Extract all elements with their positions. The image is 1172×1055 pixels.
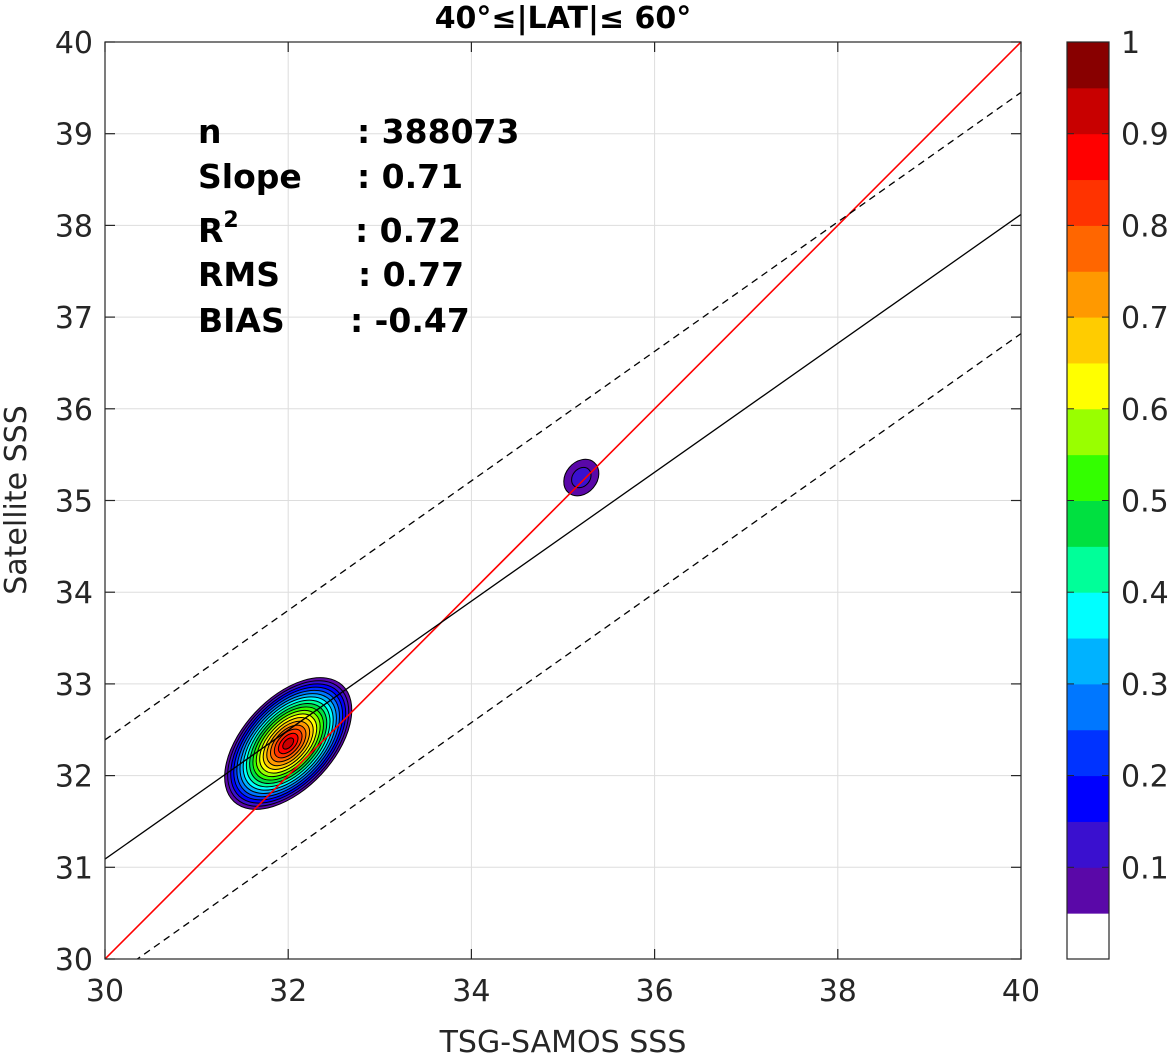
colorbar-segment: [1067, 408, 1109, 456]
colorbar-segment: [1067, 362, 1109, 410]
y-tick-label: 36: [55, 393, 93, 428]
colorbar-tick-label: 0.4: [1121, 576, 1169, 611]
chart-title: 40°≤|LAT|≤ 60°: [435, 1, 692, 36]
colorbar-tick-label: 0.5: [1121, 485, 1169, 520]
colorbar-tick-label: 0.2: [1121, 760, 1169, 795]
stat-bias-value: : -0.47: [350, 301, 470, 340]
stat-rms-value: : 0.77: [358, 255, 464, 294]
colorbar-segment: [1067, 775, 1109, 822]
stat-r2-letter: R: [198, 211, 223, 250]
y-tick-label: 32: [55, 760, 93, 795]
stat-r2-superscript: 2: [223, 208, 238, 233]
stat-n-value: : 388073: [357, 112, 519, 151]
colorbar-tick-label: 0.8: [1121, 209, 1169, 244]
colorbar-segment: [1067, 271, 1109, 318]
colorbar-segment: [1067, 821, 1109, 868]
colorbar-segment: [1067, 42, 1109, 89]
density-contours: [224, 458, 600, 810]
stat-r2-label: R2: [198, 208, 239, 250]
colorbar-segment: [1067, 133, 1109, 181]
identity-line: [105, 42, 1021, 959]
x-tick-label: 38: [819, 974, 857, 1009]
colorbar-segment: [1067, 546, 1109, 593]
reference-lines: [105, 42, 1021, 959]
colorbar-segment: [1067, 913, 1109, 960]
colorbar-segment: [1067, 592, 1109, 639]
axis-ticks: 30 32 34 36 38 40 30 31 32 33 34 35 36 37 38 39 40: [55, 26, 1040, 1009]
colorbar-segment: [1067, 867, 1109, 914]
y-tick-label: 38: [55, 209, 93, 244]
stat-rms-label: RMS: [198, 255, 280, 294]
colorbar-segment: [1067, 683, 1109, 731]
colorbar-segment: [1067, 500, 1109, 547]
colorbar-segment: [1067, 225, 1109, 272]
x-tick-label: 36: [636, 974, 674, 1009]
y-tick-label: 30: [55, 943, 93, 978]
x-tick-label: 40: [1002, 974, 1040, 1009]
colorbar-tick-label: 1: [1121, 26, 1140, 61]
contour-level: [571, 466, 592, 489]
y-axis-label: Satellite SSS: [0, 405, 34, 595]
stat-slope-label: Slope: [198, 157, 302, 196]
colorbar-segment: [1067, 729, 1109, 777]
stat-r2-value: : 0.72: [355, 211, 461, 250]
stat-n-label: n: [198, 112, 222, 151]
y-tick-label: 31: [55, 851, 93, 886]
y-tick-label: 35: [55, 485, 93, 520]
colorbar-tick-label: 0.9: [1121, 118, 1169, 153]
colorbar-segment: [1067, 317, 1109, 364]
x-tick-label: 30: [86, 974, 124, 1009]
y-tick-label: 40: [55, 26, 93, 61]
colorbar-tick-label: 0.1: [1121, 851, 1169, 886]
x-tick-label: 34: [452, 974, 490, 1009]
contour-level: [282, 737, 295, 750]
colorbar-segment: [1067, 87, 1109, 135]
y-tick-label: 37: [55, 301, 93, 336]
y-tick-label: 33: [55, 668, 93, 703]
x-tick-label: 32: [269, 974, 307, 1009]
stat-slope-value: : 0.71: [357, 157, 463, 196]
y-tick-label: 34: [55, 576, 93, 611]
colorbar: 0.1 0.2 0.3 0.4 0.5 0.6 0.7 0.8 0.9 1: [1066, 26, 1169, 960]
colorbar-segment: [1067, 179, 1109, 226]
stats-box: n : 388073 Slope : 0.71 R2 : 0.72 RMS : …: [198, 112, 519, 340]
colorbar-segment: [1067, 454, 1109, 501]
colorbar-tick-label: 0.7: [1121, 301, 1169, 336]
fit-line: [105, 213, 1021, 860]
x-axis-label: TSG-SAMOS SSS: [439, 1025, 687, 1055]
upper-bound-line: [105, 91, 1021, 741]
y-tick-label: 39: [55, 118, 93, 153]
colorbar-segment: [1067, 638, 1109, 685]
colorbar-tick-label: 0.6: [1121, 393, 1169, 428]
colorbar-tick-label: 0.3: [1121, 668, 1169, 703]
stat-bias-label: BIAS: [198, 301, 285, 340]
